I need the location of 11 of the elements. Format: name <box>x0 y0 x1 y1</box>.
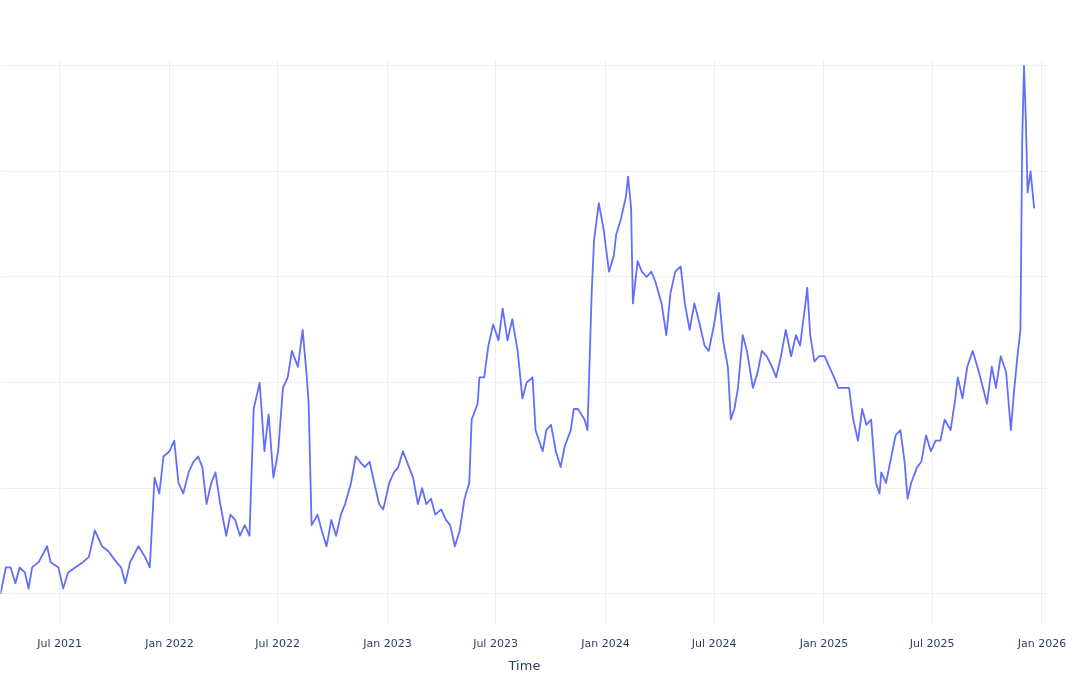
x-axis-title: Time <box>507 657 541 673</box>
x-tick-label: Jul 2021 <box>36 636 82 650</box>
x-tick-label: Jan 2026 <box>1016 636 1067 650</box>
x-tick-label: Jan 2024 <box>580 636 630 650</box>
x-tick-label: Jul 2023 <box>472 636 518 650</box>
x-tick-label: Jan 2023 <box>362 636 412 650</box>
x-tick-label: Jul 2025 <box>908 636 955 650</box>
x-tick-label: Jan 2022 <box>144 636 194 650</box>
x-tick-label: Jul 2022 <box>254 636 300 650</box>
x-tick-label: Jan 2025 <box>798 636 849 650</box>
x-tick-label: Jul 2024 <box>690 636 737 650</box>
